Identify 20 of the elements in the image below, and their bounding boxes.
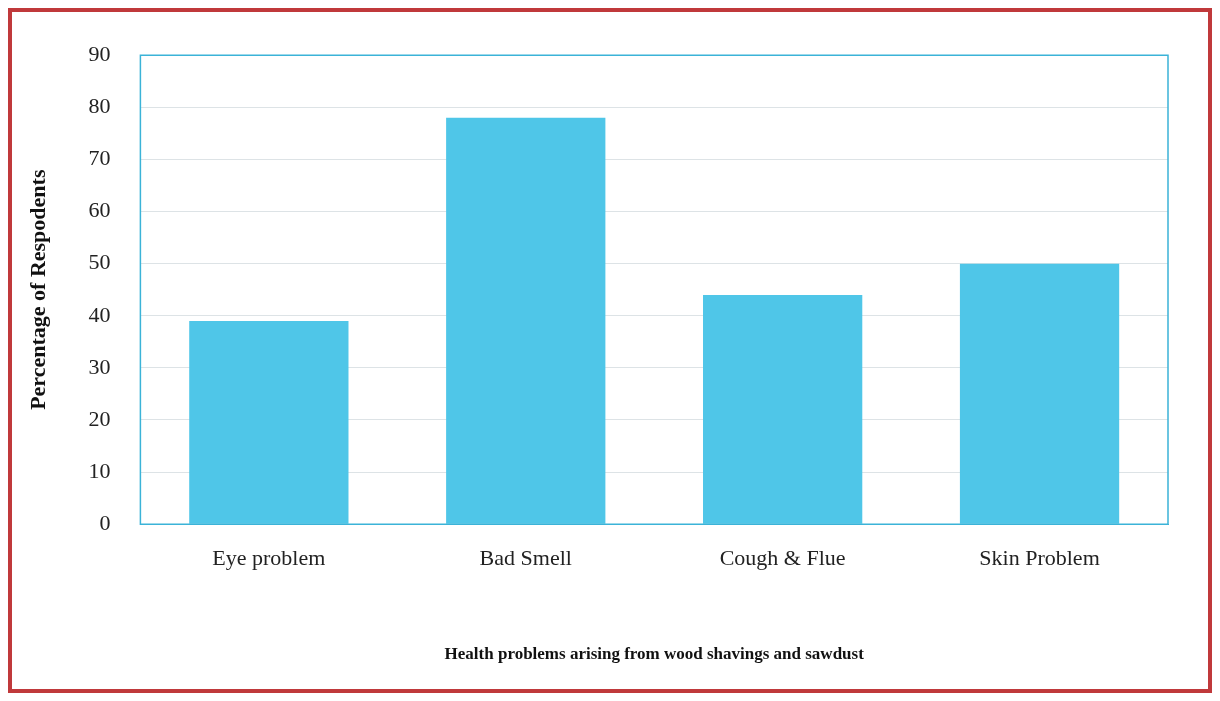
y-axis-title: Percentage of Respodents [24,169,50,410]
y-tick-label: 60 [88,197,111,223]
x-tick-label: Eye problem [212,545,326,571]
bar [446,117,606,524]
x-tick-label: Cough & Flue [719,545,846,571]
y-tick-label: 50 [88,249,111,275]
y-tick-label: 70 [88,145,111,171]
y-tick-label: 10 [88,457,111,483]
y-tick-label: 0 [99,509,111,535]
y-tick-label: 40 [88,301,111,327]
y-tick-label: 90 [88,40,111,66]
y-tick-label: 30 [88,353,111,379]
y-tick-label: 80 [88,93,111,119]
x-axis-title: Health problems arising from wood shavings and sawdust [444,644,865,664]
bar [959,263,1120,524]
x-tick-label: Skin Problem [979,545,1100,571]
y-tick-label: 20 [88,405,111,431]
bar [703,294,863,524]
x-tick-label: Bad Smell [479,545,572,571]
bar [189,320,349,524]
